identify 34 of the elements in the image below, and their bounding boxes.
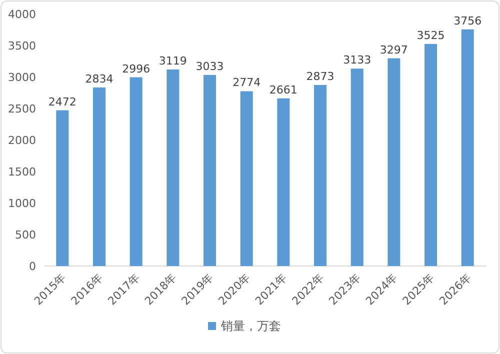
bar	[240, 91, 253, 266]
y-tick-label: 3000	[8, 71, 36, 84]
bar	[424, 44, 438, 266]
data-label: 2873	[306, 70, 334, 83]
bar	[350, 68, 364, 266]
data-label: 2774	[232, 76, 261, 90]
y-tick-label: 1500	[8, 166, 36, 178]
data-label: 3133	[343, 54, 372, 67]
bar	[277, 98, 290, 266]
data-label: 3119	[158, 54, 187, 68]
y-tick-label: 500	[15, 228, 36, 242]
legend-label: 销量，万套	[220, 319, 281, 333]
data-label: 3525	[416, 28, 445, 42]
data-label: 3756	[454, 14, 482, 28]
data-label: 3033	[196, 60, 224, 73]
y-tick-label: 4000	[8, 8, 36, 21]
y-tick-label: 2500	[8, 102, 36, 116]
y-tick-label: 0	[29, 260, 36, 273]
data-label: 2834	[85, 72, 114, 86]
y-tick-label: 1000	[8, 197, 36, 210]
y-tick-label: 3500	[8, 40, 36, 52]
y-tick-label: 2000	[8, 134, 36, 147]
bar	[56, 110, 69, 266]
bar	[130, 77, 142, 266]
bar	[92, 87, 106, 266]
data-label: 2996	[122, 62, 150, 76]
data-label: 3297	[380, 43, 408, 56]
data-label: 2472	[48, 95, 76, 108]
bar	[203, 74, 216, 266]
bar	[461, 29, 474, 266]
bar	[166, 70, 180, 266]
bar	[388, 58, 400, 266]
bar	[314, 85, 327, 266]
data-label: 2661	[269, 83, 298, 96]
